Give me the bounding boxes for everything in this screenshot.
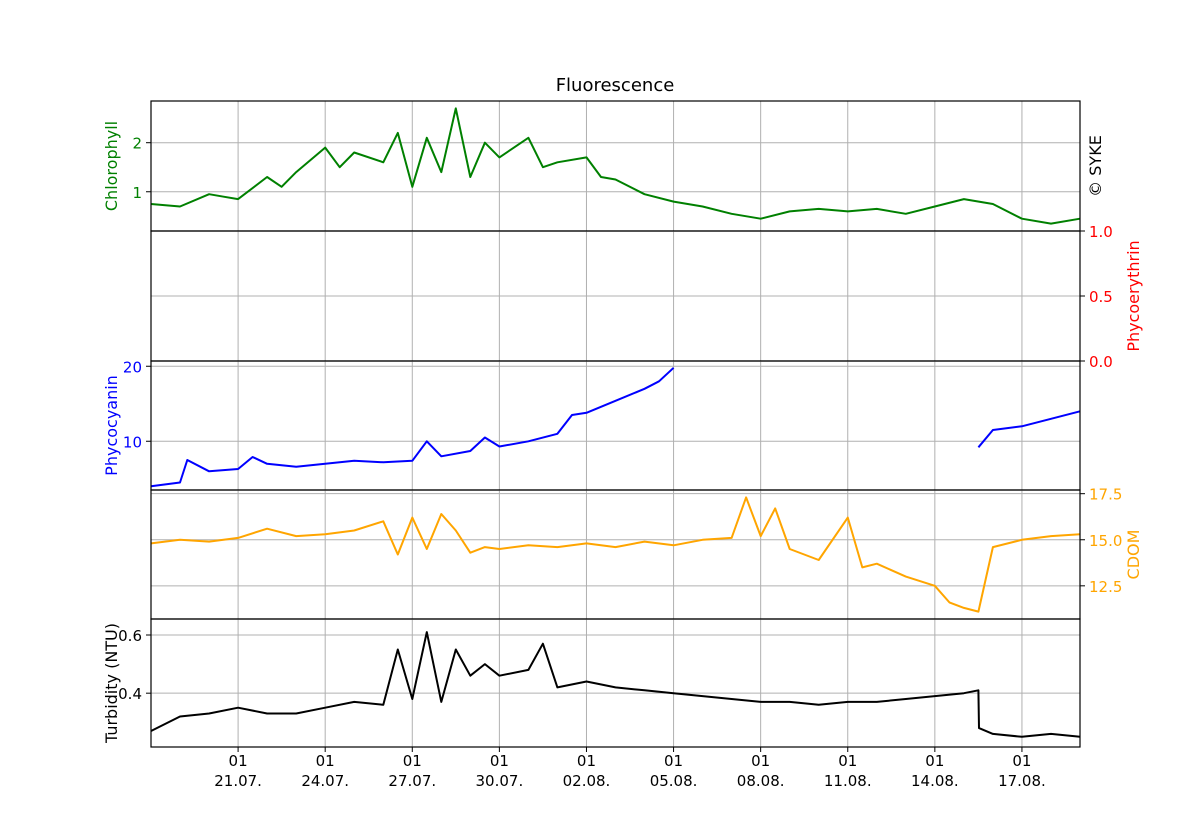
y-tick-label: 20 bbox=[123, 358, 142, 376]
x-tick-date-label: 30.07. bbox=[476, 772, 524, 790]
y-tick-label: 0.4 bbox=[118, 685, 142, 703]
x-tick-date-label: 17.08. bbox=[998, 772, 1046, 790]
figure-title: Fluorescence bbox=[556, 75, 675, 96]
x-tick-date-label: 27.07. bbox=[388, 772, 436, 790]
x-tick-date-label: 14.08. bbox=[911, 772, 959, 790]
y-tick-label: 0.6 bbox=[118, 627, 142, 645]
y-tick-label: 0.5 bbox=[1089, 288, 1113, 306]
y-tick-label: 2 bbox=[132, 135, 142, 153]
x-tick-day-label: 01 bbox=[403, 752, 422, 770]
series-line-turbidity bbox=[150, 631, 1081, 738]
y-axis-label: Turbidity (NTU) bbox=[102, 623, 121, 744]
series-line-cdom bbox=[150, 496, 1081, 613]
y-tick-label: 12.5 bbox=[1089, 578, 1122, 596]
y-tick-label: 1 bbox=[132, 184, 142, 202]
x-tick-date-label: 02.08. bbox=[563, 772, 611, 790]
y-tick-label: 17.5 bbox=[1089, 486, 1122, 504]
x-tick-day-label: 01 bbox=[751, 752, 770, 770]
watermark-label: © SYKE bbox=[1086, 135, 1105, 197]
x-tick-date-label: 11.08. bbox=[824, 772, 872, 790]
x-tick-date-label: 05.08. bbox=[650, 772, 698, 790]
y-axis-label: Phycoerythrin bbox=[1124, 240, 1143, 351]
series-line-chlorophyll bbox=[150, 107, 1081, 225]
x-tick-day-label: 01 bbox=[664, 752, 683, 770]
x-tick-day-label: 01 bbox=[316, 752, 335, 770]
x-tick-day-label: 01 bbox=[577, 752, 596, 770]
y-axis-label: CDOM bbox=[1124, 530, 1143, 580]
x-tick-date-label: 08.08. bbox=[737, 772, 785, 790]
panel-frame bbox=[150, 618, 1081, 748]
x-tick-day-label: 01 bbox=[925, 752, 944, 770]
x-tick-day-label: 01 bbox=[838, 752, 857, 770]
panels-group: 1 2 Chlorophyll 0.0 0.5 1.0 Phycoerythrin 10 20P… bbox=[102, 100, 1143, 748]
y-axis-label: Phycocyanin bbox=[102, 375, 121, 476]
series-line-phycocyanin bbox=[977, 410, 1081, 448]
x-tick-day-label: 01 bbox=[229, 752, 248, 770]
x-axis: 01 21.07. 01 24.07. 01 27.07. 01 30.07. 01 02.08.… bbox=[214, 747, 1046, 790]
y-tick-label: 15.0 bbox=[1089, 532, 1122, 550]
y-tick-label: 0.0 bbox=[1089, 353, 1113, 371]
panel-chlorophyll: 1 2 Chlorophyll bbox=[102, 100, 1081, 232]
x-tick-day-label: 01 bbox=[490, 752, 509, 770]
y-tick-label: 10 bbox=[123, 433, 142, 451]
x-tick-day-label: 01 bbox=[1012, 752, 1031, 770]
x-tick-date-label: 21.07. bbox=[214, 772, 262, 790]
series-line-phycocyanin bbox=[150, 367, 675, 488]
y-axis-label: Chlorophyll bbox=[102, 121, 121, 211]
x-tick-date-label: 24.07. bbox=[301, 772, 349, 790]
y-tick-label: 1.0 bbox=[1089, 223, 1113, 241]
